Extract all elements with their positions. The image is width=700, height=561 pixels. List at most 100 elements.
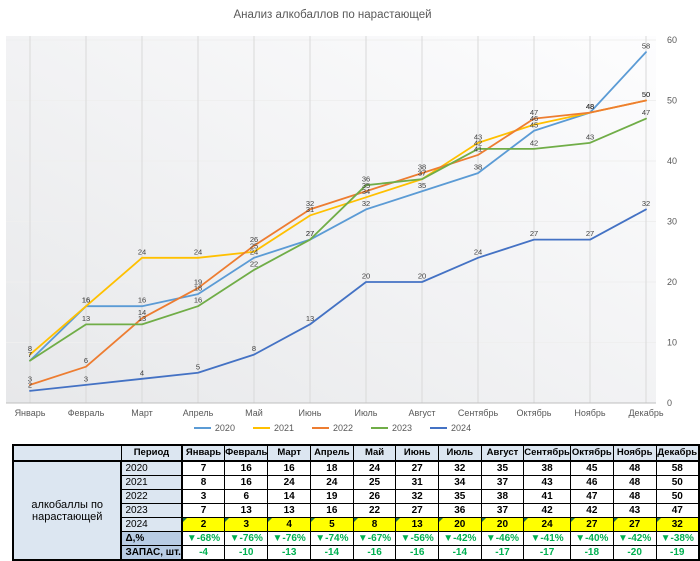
value-cell[interactable]: 7	[181, 460, 226, 476]
month-header-cell[interactable]: Май	[352, 444, 397, 462]
value-cell[interactable]: 8	[352, 517, 397, 532]
value-cell[interactable]: 48	[612, 489, 657, 504]
month-header-cell[interactable]: Ноябрь	[612, 444, 657, 462]
delta-value-cell[interactable]: ▼-56%	[395, 531, 439, 546]
value-cell[interactable]: 20	[480, 517, 525, 532]
value-cell[interactable]: 16	[224, 460, 269, 476]
delta-value-cell[interactable]: ▼-68%	[181, 531, 226, 546]
value-cell[interactable]: 18	[309, 460, 354, 476]
value-cell[interactable]: 43	[523, 475, 571, 490]
value-cell[interactable]: 16	[309, 503, 354, 518]
delta-value-cell[interactable]: ▼-41%	[523, 531, 571, 546]
value-cell[interactable]: 47	[569, 489, 614, 504]
value-cell[interactable]: 45	[569, 460, 614, 476]
value-cell[interactable]: 24	[352, 460, 397, 476]
value-cell[interactable]: 25	[352, 475, 397, 490]
value-cell[interactable]: 16	[224, 475, 269, 490]
value-cell[interactable]: 24	[309, 475, 354, 490]
delta-value-cell[interactable]: ▼-46%	[480, 531, 525, 546]
value-cell[interactable]: 7	[181, 503, 226, 518]
value-cell[interactable]: 13	[224, 503, 269, 518]
year-label-cell[interactable]: 2024	[120, 517, 183, 532]
delta-value-cell[interactable]: ▼-74%	[309, 531, 354, 546]
value-cell[interactable]: 43	[612, 503, 657, 518]
legend-item-2021[interactable]: 2021	[252, 423, 294, 433]
x-axis-tick-label: Декабрь	[628, 408, 663, 418]
value-cell[interactable]: 38	[480, 489, 525, 504]
value-cell[interactable]: 27	[395, 503, 439, 518]
value-cell[interactable]: 35	[480, 460, 525, 476]
delta-value-cell[interactable]: ▼-40%	[569, 531, 614, 546]
value-cell[interactable]: 14	[267, 489, 311, 504]
month-header-cell[interactable]: Январь	[181, 444, 226, 462]
value-cell[interactable]: 46	[569, 475, 614, 490]
value-cell[interactable]: 48	[612, 475, 657, 490]
series-line-2023	[29, 117, 647, 362]
value-cell[interactable]: 5	[309, 517, 354, 532]
value-cell[interactable]: 50	[655, 475, 700, 490]
value-cell[interactable]: 50	[655, 489, 700, 504]
value-cell[interactable]: 2	[181, 517, 226, 532]
legend-item-2020[interactable]: 2020	[193, 423, 235, 433]
month-header-cell[interactable]: Июнь	[395, 444, 439, 462]
month-header-cell[interactable]: Март	[267, 444, 311, 462]
value-cell[interactable]: 34	[438, 475, 482, 490]
value-cell[interactable]: 32	[655, 517, 700, 532]
value-cell[interactable]: 24	[267, 475, 311, 490]
value-cell[interactable]: 20	[438, 517, 482, 532]
value-cell[interactable]: 35	[438, 489, 482, 504]
value-cell[interactable]: 27	[612, 517, 657, 532]
month-header-cell[interactable]: Июль	[438, 444, 482, 462]
month-header-cell[interactable]: Апрель	[309, 444, 354, 462]
value-cell[interactable]: 48	[612, 460, 657, 476]
value-cell[interactable]: 36	[438, 503, 482, 518]
value-cell[interactable]: 27	[395, 460, 439, 476]
value-cell[interactable]: 42	[569, 503, 614, 518]
value-cell[interactable]: 32	[395, 489, 439, 504]
value-cell[interactable]: 32	[438, 460, 482, 476]
corner-cell[interactable]	[12, 444, 122, 462]
value-cell[interactable]: 37	[480, 475, 525, 490]
value-cell[interactable]: 24	[523, 517, 571, 532]
series-line-2020	[29, 51, 647, 362]
month-header-cell[interactable]: Февраль	[224, 444, 269, 462]
value-cell[interactable]: 6	[224, 489, 269, 504]
value-cell[interactable]: 13	[267, 503, 311, 518]
delta-value-cell[interactable]: ▼-76%	[267, 531, 311, 546]
year-label-cell[interactable]: 2020	[120, 460, 183, 476]
delta-label-cell[interactable]: Δ,%	[120, 531, 183, 546]
month-header-cell[interactable]: Август	[480, 444, 525, 462]
delta-value-cell[interactable]: ▼-38%	[655, 531, 700, 546]
value-cell[interactable]: 19	[309, 489, 354, 504]
period-header-cell[interactable]: Период	[120, 444, 183, 462]
value-cell[interactable]: 16	[267, 460, 311, 476]
value-cell[interactable]: 41	[523, 489, 571, 504]
year-label-cell[interactable]: 2022	[120, 489, 183, 504]
value-cell[interactable]: 8	[181, 475, 226, 490]
value-cell[interactable]: 37	[480, 503, 525, 518]
value-cell[interactable]: 27	[569, 517, 614, 532]
value-cell[interactable]: 22	[352, 503, 397, 518]
value-cell[interactable]: 58	[655, 460, 700, 476]
value-cell[interactable]: 3	[181, 489, 226, 504]
year-label-cell[interactable]: 2021	[120, 475, 183, 490]
value-cell[interactable]: 13	[395, 517, 439, 532]
delta-value-cell[interactable]: ▼-76%	[224, 531, 269, 546]
delta-value-cell[interactable]: ▼-67%	[352, 531, 397, 546]
value-cell[interactable]: 26	[352, 489, 397, 504]
delta-value-cell[interactable]: ▼-42%	[612, 531, 657, 546]
value-cell[interactable]: 4	[267, 517, 311, 532]
value-cell[interactable]: 42	[523, 503, 571, 518]
value-cell[interactable]: 31	[395, 475, 439, 490]
value-cell[interactable]: 3	[224, 517, 269, 532]
value-cell[interactable]: 47	[655, 503, 700, 518]
month-header-cell[interactable]: Октябрь	[569, 444, 614, 462]
value-cell[interactable]: 38	[523, 460, 571, 476]
legend-item-2024[interactable]: 2024	[430, 423, 471, 433]
month-header-cell[interactable]: Сентябрь	[523, 444, 571, 462]
month-header-cell[interactable]: Декабрь	[655, 444, 700, 462]
delta-value-cell[interactable]: ▼-42%	[438, 531, 482, 546]
legend-item-2023[interactable]: 2023	[371, 423, 412, 433]
year-label-cell[interactable]: 2023	[120, 503, 183, 518]
legend-item-2022[interactable]: 2022	[311, 423, 353, 433]
